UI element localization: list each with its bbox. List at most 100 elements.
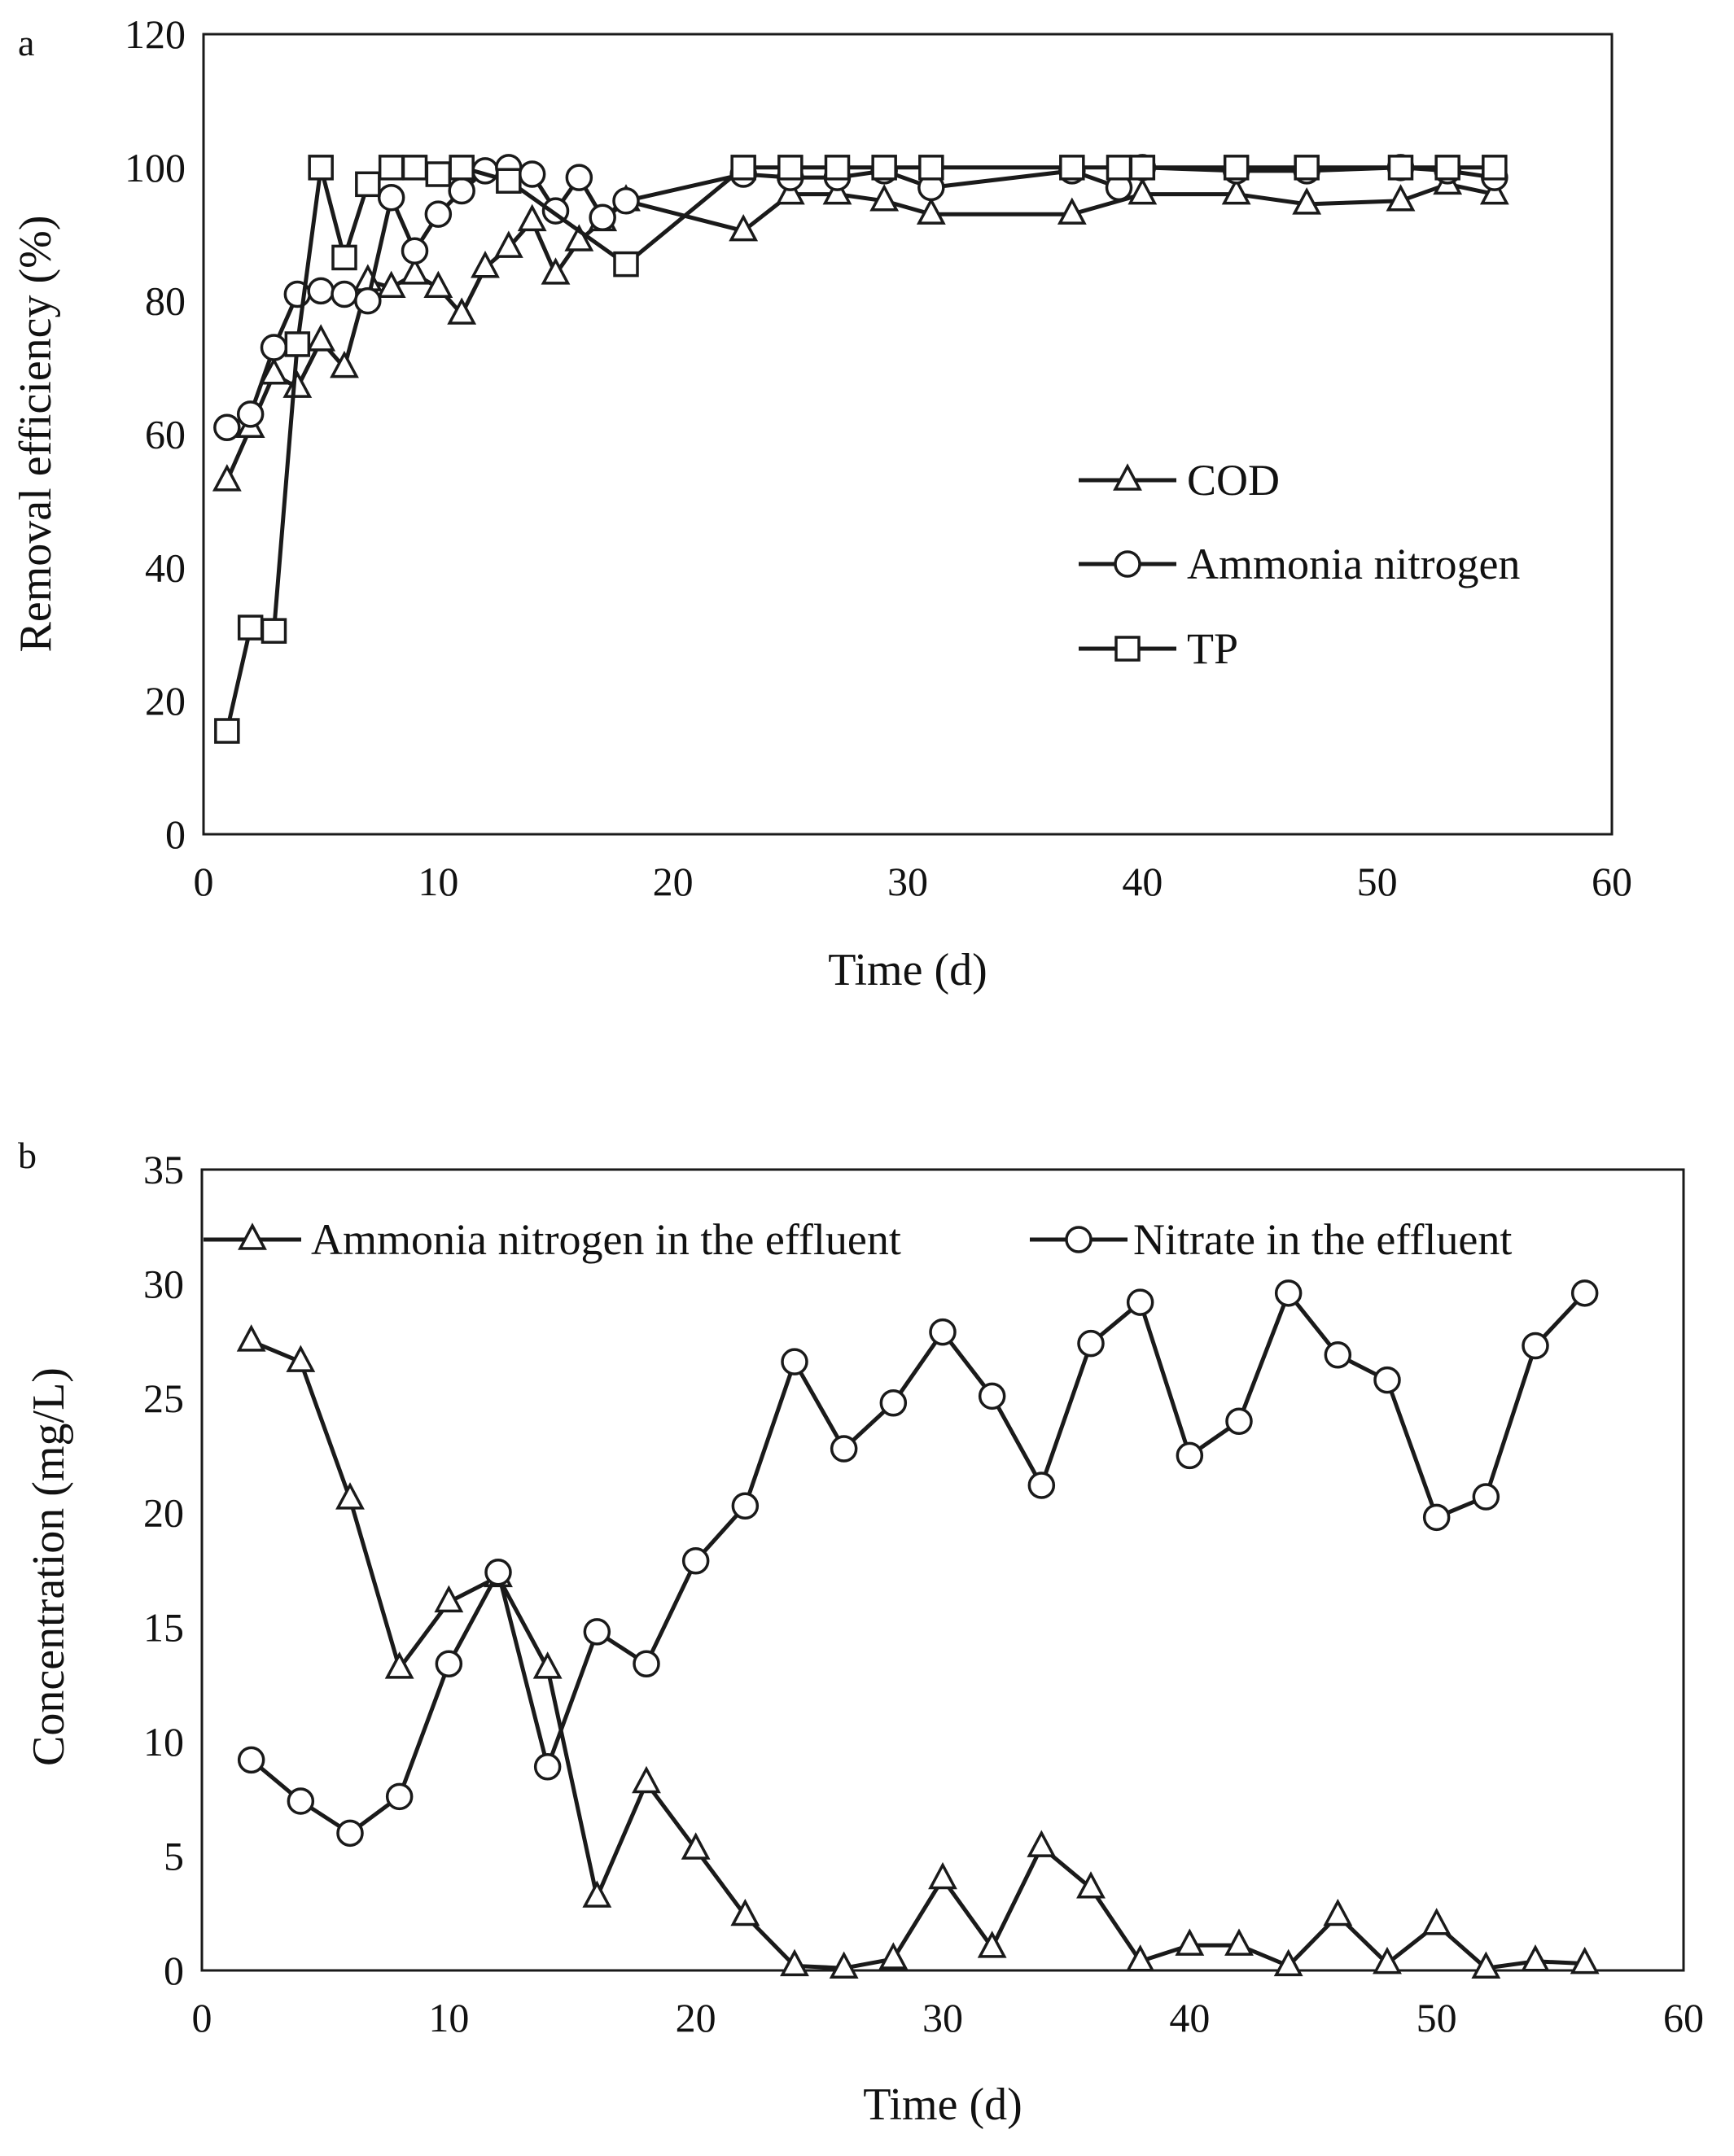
legend-label-nitrate-effluent: Nitrate in the effluent <box>1133 1215 1512 1264</box>
legend-circle-marker <box>1114 550 1141 578</box>
y-tick-label: 60 <box>145 412 186 457</box>
data-point-square <box>1129 155 1156 181</box>
x-tick-label: 40 <box>1169 1995 1210 2040</box>
panel-a-y-axis-label: Removal efficiency (%) <box>11 216 61 653</box>
data-point-triangle <box>1027 1830 1057 1857</box>
series-line-nitrate-in-the-effluent <box>250 1291 1587 1835</box>
y-tick-label: 80 <box>145 278 186 324</box>
panel-b-y-ticks: 0 5 10 15 20 25 30 35 <box>143 1147 184 1993</box>
data-point-circle <box>565 164 593 191</box>
data-point-circle <box>448 177 475 205</box>
data-point-circle <box>879 1389 908 1417</box>
legend-label-ammonia-nitrogen: Ammonia nitrogen <box>1187 540 1520 588</box>
data-point-circle <box>1522 1332 1549 1360</box>
y-tick-label: 20 <box>143 1490 184 1536</box>
data-point-circle <box>633 1650 660 1678</box>
legend-label-ammonia-nitrogen-effluent: Ammonia nitrogen in the effluent <box>311 1215 901 1264</box>
panel-a-legend: COD Ammonia nitrogen TP <box>1079 456 1520 673</box>
x-tick-label: 10 <box>418 859 458 904</box>
data-point-circle <box>1176 1441 1204 1470</box>
panel-a-x-ticks: 0 10 20 30 40 50 60 <box>194 859 1633 904</box>
data-point-triangle <box>1386 184 1416 212</box>
data-point-triangle <box>1273 1948 1303 1977</box>
data-point-triangle <box>775 177 805 205</box>
series-line-tp <box>225 165 1495 732</box>
data-point-triangle <box>335 1482 365 1510</box>
data-point-triangle <box>1125 1944 1155 1972</box>
data-point-square <box>918 155 944 181</box>
x-tick-label: 30 <box>922 1995 963 2040</box>
panel-a: a 0 20 40 60 80 100 120 0 10 20 30 40 50 60 Time (d)… <box>11 11 1632 995</box>
data-point-square <box>284 331 311 357</box>
data-point-circle <box>533 1753 562 1781</box>
data-point-square <box>1059 155 1085 181</box>
x-tick-label: 30 <box>887 859 928 904</box>
data-point-triangle <box>1221 177 1251 205</box>
data-point-square <box>824 155 851 181</box>
y-tick-label: 30 <box>143 1262 184 1307</box>
data-point-circle <box>236 400 265 428</box>
x-tick-label: 50 <box>1357 859 1398 904</box>
data-point-square <box>871 155 897 181</box>
data-point-circle <box>583 1618 611 1646</box>
data-point-triangle <box>977 1931 1007 1958</box>
data-point-triangle <box>1421 1908 1452 1935</box>
data-point-triangle <box>869 184 900 212</box>
data-point-triangle <box>541 257 571 285</box>
data-point-square <box>214 718 240 744</box>
panel-b-y-axis-label: Concentration (mg/L) <box>24 1367 74 1766</box>
data-point-triangle <box>434 1585 464 1613</box>
data-point-circle <box>612 187 640 215</box>
legend-square-marker <box>1114 636 1141 662</box>
data-point-triangle <box>1471 1951 1501 1979</box>
panel-b-x-axis-label: Time (d) <box>863 2079 1022 2130</box>
data-point-square <box>308 155 334 181</box>
series-line-cod <box>225 181 1495 482</box>
data-point-triangle <box>1057 197 1087 225</box>
legend-item-nitrate-effluent: Nitrate in the effluent <box>1030 1215 1512 1264</box>
data-point-triangle <box>447 297 477 325</box>
x-tick-label: 10 <box>428 1995 469 2040</box>
data-point-square <box>331 244 357 271</box>
data-point-circle <box>589 203 616 232</box>
panel-a-letter: a <box>18 22 34 63</box>
data-point-circle <box>1225 1407 1253 1436</box>
data-point-circle <box>213 413 241 442</box>
data-point-circle <box>307 277 335 305</box>
y-tick-label: 120 <box>125 11 186 57</box>
data-point-triangle <box>259 357 289 385</box>
y-tick-label: 5 <box>164 1833 184 1878</box>
y-tick-label: 35 <box>143 1147 184 1192</box>
data-point-triangle <box>384 1651 414 1679</box>
legend-item-ammonia-nitrogen: Ammonia nitrogen <box>1079 540 1520 588</box>
x-tick-label: 40 <box>1122 859 1163 904</box>
data-point-square <box>449 155 475 181</box>
x-tick-label: 20 <box>653 859 694 904</box>
data-point-square <box>401 155 428 181</box>
data-point-triangle <box>564 224 594 251</box>
series-ammonia-nitrogen-in-the-effluent <box>236 1324 1600 1979</box>
data-point-circle <box>331 280 358 308</box>
data-point-triangle <box>1521 1944 1550 1972</box>
data-point-circle <box>929 1318 957 1346</box>
data-point-triangle <box>400 257 430 285</box>
data-point-triangle <box>829 1951 859 1979</box>
y-tick-label: 10 <box>143 1719 184 1765</box>
data-point-square <box>261 618 287 644</box>
data-point-triangle <box>306 324 336 352</box>
data-point-square <box>1106 155 1132 181</box>
y-tick-label: 15 <box>143 1604 184 1650</box>
panel-b-x-ticks: 0 10 20 30 40 50 60 <box>192 1995 1705 2040</box>
data-point-triangle <box>916 197 946 225</box>
data-point-circle <box>1373 1366 1401 1394</box>
legend-item-cod: COD <box>1079 456 1280 505</box>
data-point-circle <box>1027 1472 1056 1499</box>
data-point-triangle <box>1570 1946 1600 1975</box>
panel-a-series <box>212 154 1509 744</box>
y-tick-label: 0 <box>165 811 186 857</box>
data-point-circle <box>484 1559 512 1586</box>
data-point-triangle <box>471 251 500 278</box>
data-point-triangle <box>236 1324 266 1352</box>
x-tick-label: 50 <box>1417 1995 1457 2040</box>
